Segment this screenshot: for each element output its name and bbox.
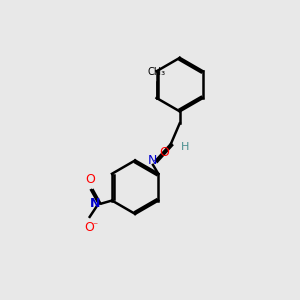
Text: O: O (85, 173, 95, 186)
Text: CH₃: CH₃ (148, 67, 166, 77)
Text: N: N (90, 197, 100, 210)
Text: ⁻: ⁻ (92, 221, 97, 231)
Text: O: O (84, 221, 94, 234)
Text: H: H (181, 142, 190, 152)
Text: O: O (159, 146, 169, 158)
Text: N: N (148, 154, 158, 167)
